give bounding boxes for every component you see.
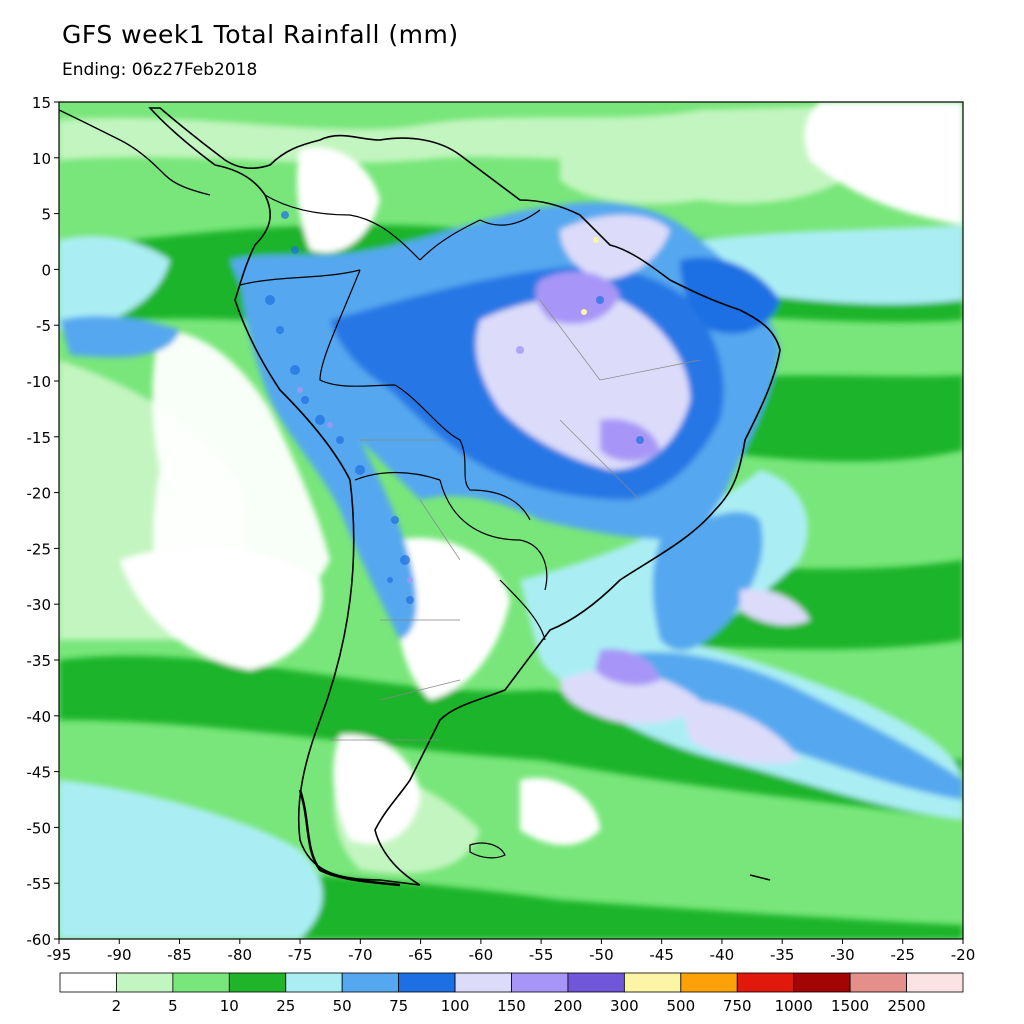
x-tick-label: -65 [408,946,433,964]
colorbar-swatch [793,972,851,993]
x-tick-label: -95 [47,946,72,964]
map-subtitle: Ending: 06z27Feb2018 [62,60,258,80]
colorbar-label: 25 [276,997,295,1015]
colorbar-legend: 2 5 10 25 50 75 100 150 200 300 500 750 1000 1500 2500 [59,972,964,1015]
y-tick-label: -5 [36,317,51,335]
colorbar-swatch [59,972,117,993]
colorbar-swatch [398,972,456,993]
colorbar-label: 500 [666,997,695,1015]
x-tick-label: -35 [770,946,795,964]
colorbar-label: 75 [389,997,408,1015]
colorbar-swatch [172,972,230,993]
colorbar-swatch [228,972,287,993]
colorbar-swatch [623,972,682,993]
x-tick-label: -80 [228,946,253,964]
y-tick-label: 5 [41,206,51,224]
y-tick-label: -55 [27,875,52,893]
colorbar-swatch [341,972,400,993]
x-tick-label: -60 [469,946,494,964]
colorbar-label: 200 [554,997,583,1015]
y-axis: 15 10 5 0 -5 -10 -15 -20 -25 -30 -35 -40 -45 -50 -55 -6… [27,94,59,949]
x-tick-label: -85 [167,946,192,964]
y-tick-label: 10 [32,150,51,168]
colorbar-label: 300 [610,997,639,1015]
colorbar-swatch [116,972,174,993]
colorbar-swatch [454,972,512,993]
y-tick-label: 15 [32,94,51,112]
y-tick-label: -35 [27,652,52,670]
x-tick-label: -90 [107,946,132,964]
x-tick-label: -40 [710,946,735,964]
y-tick-label: -20 [27,485,52,503]
colorbar-label: 5 [168,997,178,1015]
x-tick-label: -55 [529,946,554,964]
colorbar-swatch [285,972,343,993]
x-tick-label: -30 [830,946,855,964]
colorbar-swatch [849,972,907,993]
colorbar-label: 2500 [887,997,925,1015]
x-tick-label: -20 [951,946,976,964]
colorbar-swatch [511,972,569,993]
y-tick-label: -60 [27,931,52,949]
x-tick-label: -45 [649,946,674,964]
colorbar-label: 1000 [775,997,813,1015]
y-tick-label: -45 [27,764,52,782]
colorbar-label: 150 [497,997,526,1015]
colorbar-label: 2 [112,997,122,1015]
colorbar-label: 100 [441,997,470,1015]
x-tick-label: -25 [890,946,915,964]
colorbar-label: 750 [723,997,752,1015]
x-axis: -95 -90 -85 -80 -75 -70 -65 -60 -55 -50 -45 -40 -35 -… [47,939,976,964]
colorbar-swatch [736,972,795,993]
y-tick-label: 0 [41,261,51,279]
colorbar-swatch [567,972,625,993]
colorbar-label: 10 [220,997,239,1015]
colorbar-swatch [906,972,964,993]
y-tick-label: -10 [27,373,52,391]
colorbar-label: 50 [333,997,352,1015]
y-tick-label: -50 [27,819,52,837]
map-frame [58,101,964,940]
x-tick-label: -50 [589,946,614,964]
map-title: GFS week1 Total Rainfall (mm) [62,20,459,49]
y-tick-label: -25 [27,540,52,558]
y-tick-label: -15 [27,429,52,447]
x-tick-label: -75 [288,946,313,964]
colorbar-label: 1500 [831,997,869,1015]
x-tick-label: -70 [348,946,373,964]
rainfall-field [59,102,963,939]
y-tick-label: -30 [27,596,52,614]
colorbar-swatch [680,972,738,993]
y-tick-label: -40 [27,708,52,726]
